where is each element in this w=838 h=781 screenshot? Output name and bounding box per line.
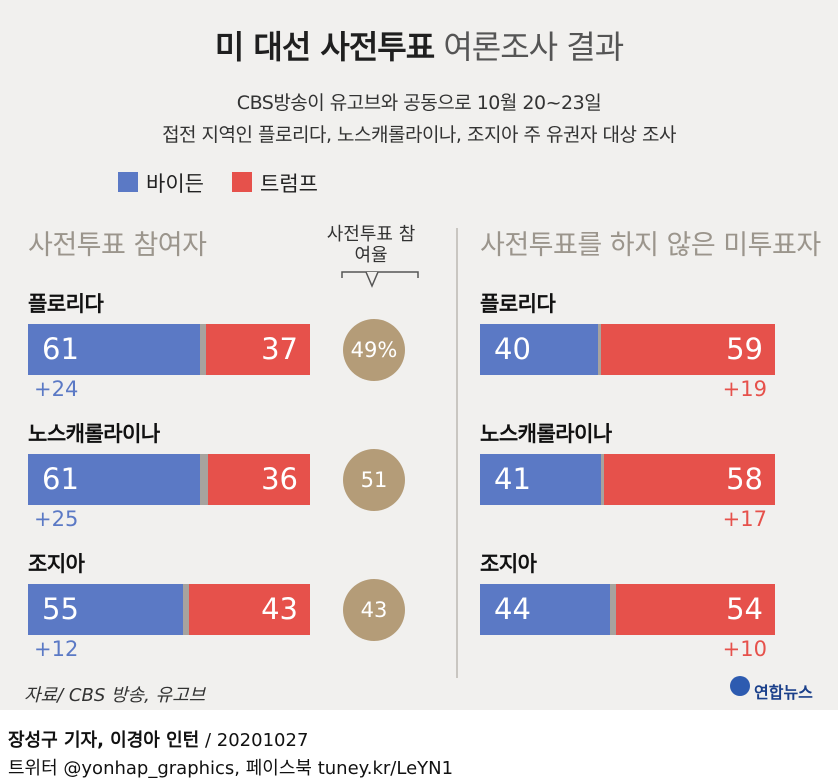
early-value-biden: 61 [42,462,79,496]
non-value-biden: 40 [494,332,531,366]
non-bar-biden [480,454,601,505]
early-state-label: 조지아 [28,552,85,576]
non-value-trump: 54 [726,592,763,626]
early-bar-trump [208,454,310,505]
early-bar-trump [188,584,310,635]
early-margin-label: +24 [34,377,79,401]
source-note: 자료/ CBS 방송, 유고브 [24,685,206,706]
section-title-non-voters: 사전투표를 하지 않은 미투표자 [480,230,821,261]
section-title-early-voters: 사전투표 참여자 [28,230,207,261]
non-bar-trump [615,584,775,635]
early-value-trump: 43 [261,592,298,626]
non-state-label: 조지아 [480,552,537,576]
non-value-biden: 41 [494,462,531,496]
infographic-card: 미 대선 사전투표 여론조사 결과 CBS방송이 유고브와 공동으로 10월 2… [0,0,838,710]
early-state-label: 노스캐롤라이나 [28,422,160,446]
non-bar-biden [480,324,598,375]
turnout-circle: 51 [343,449,405,511]
turnout-circle: 43 [343,579,405,641]
non-margin-label: +19 [722,377,767,401]
non-state-label: 노스캐롤라이나 [480,422,612,446]
legend-swatch-biden [118,172,138,192]
footer-credit: 장성구 기자, 이경아 인턴 [8,730,200,751]
early-value-biden: 61 [42,332,79,366]
footer-date: 20201027 [216,730,309,751]
non-bar-trump [603,454,775,505]
yonhap-logo-icon [730,676,750,696]
non-bar-other [600,454,604,505]
panel-divider [456,228,458,678]
early-value-biden: 55 [42,592,79,626]
early-bar-trump [205,324,310,375]
early-bar-other [183,584,189,635]
subtitle-line-1: CBS방송이 유고브와 공동으로 10월 20~23일 [236,92,602,114]
non-bar-other [598,324,601,375]
non-state-label: 플로리다 [480,292,556,316]
page-title: 미 대선 사전투표 여론조사 결과 [0,22,838,68]
non-value-biden: 44 [494,592,531,626]
non-margin-label: +17 [722,507,767,531]
early-state-label: 플로리다 [28,292,104,316]
legend-label-trump: 트럼프 [260,172,318,196]
non-value-trump: 59 [726,332,763,366]
title-bold: 미 대선 사전투표 [214,28,435,66]
turnout-callout-pointer [341,271,419,288]
yonhap-logo-text: 연합뉴스 [754,683,813,702]
non-margin-label: +10 [722,637,767,661]
early-bar-biden [28,584,184,635]
footer-credit-line: 장성구 기자, 이경아 인턴 / 20201027 [8,726,308,752]
subtitle-line-2: 접전 지역인 플로리다, 노스캐롤라이나, 조지아 주 유권자 대상 조사 [162,124,676,146]
footer-social: 트위터 @yonhap_graphics, 페이스북 tuney.kr/LeYN… [8,758,454,779]
early-value-trump: 36 [261,462,298,496]
legend-label-biden: 바이든 [146,172,204,196]
turnout-rate-label: 사전투표 참여율 [326,224,416,266]
early-bar-biden [28,454,201,505]
footer [0,710,838,781]
early-bar-biden [28,324,201,375]
early-margin-label: +12 [34,637,79,661]
non-bar-trump [600,324,775,375]
early-margin-label: +25 [34,507,79,531]
title-light: 여론조사 결과 [443,28,624,66]
turnout-circle: 49% [343,319,405,381]
non-bar-biden [480,584,610,635]
non-value-trump: 58 [726,462,763,496]
legend-swatch-trump [232,172,252,192]
early-value-trump: 37 [261,332,298,366]
footer-sep: / [204,730,217,751]
non-bar-other [609,584,616,635]
early-bar-other [200,324,206,375]
early-bar-other [200,454,209,505]
